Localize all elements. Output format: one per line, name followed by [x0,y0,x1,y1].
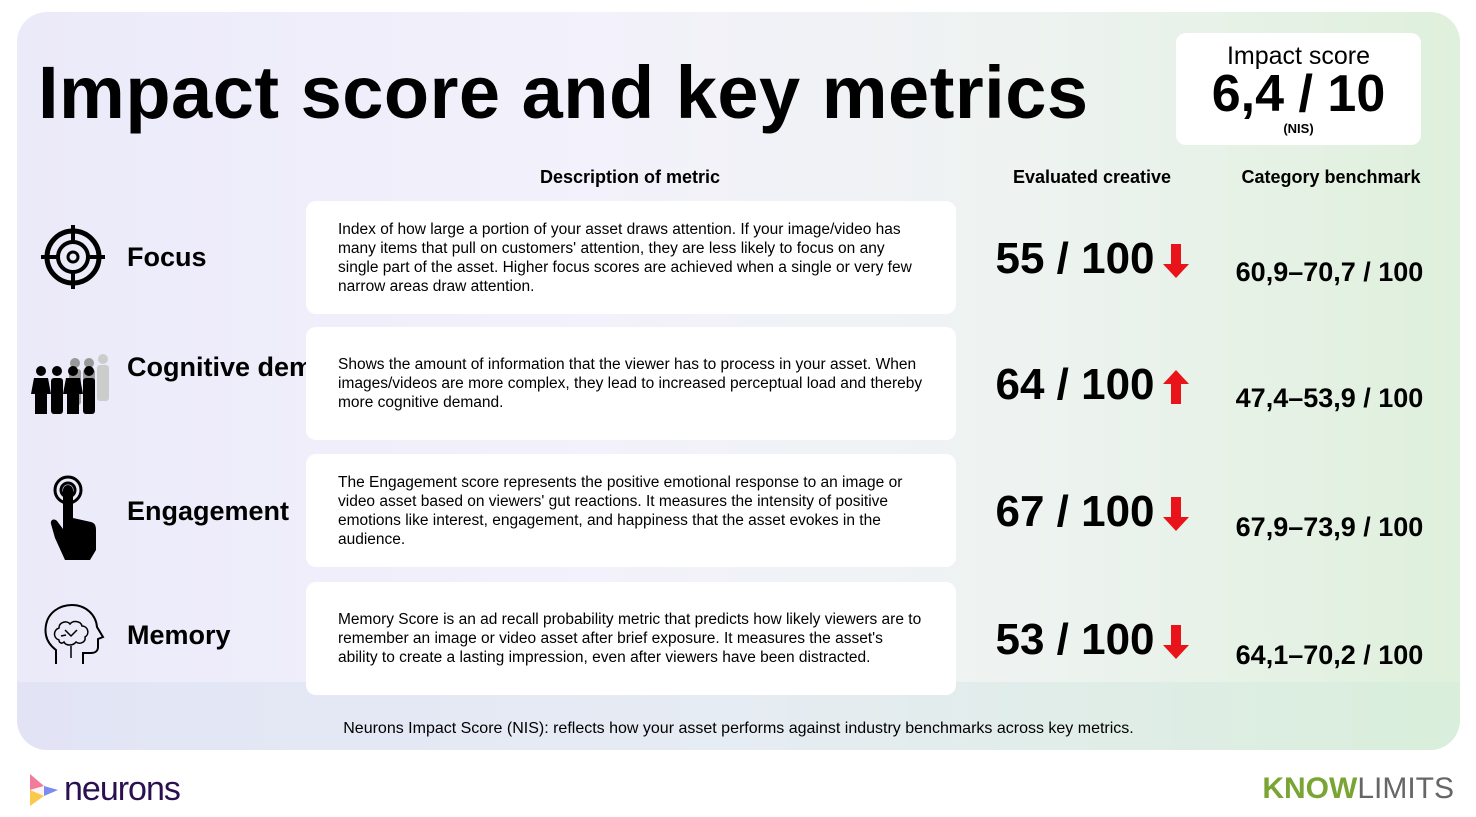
metric-benchmark: 60,9–70,7 / 100 [1235,257,1424,287]
metric-name: Memory [127,620,231,650]
impact-score-box: Impact score 6,4 / 10 (NIS) [1176,33,1421,145]
knowlimits-light: LIMITS [1357,772,1454,805]
arrow-down-icon [1162,244,1189,279]
brain-head-icon [44,603,105,664]
metric-description-text: Shows the amount of information that the… [338,356,923,411]
target-icon [41,225,105,289]
metric-score: 67 / 100 [977,487,1207,537]
metric-description-text: The Engagement score represents the posi… [338,473,903,548]
arrow-up-icon [1162,370,1189,405]
metric-description: Index of how large a portion of your ass… [306,201,956,314]
metric-score: 55 / 100 [977,234,1207,284]
metrics-card: Impact score and key metrics Impact scor… [17,12,1460,750]
arrow-down-icon [1162,625,1189,660]
touch-hand-icon [50,475,96,560]
page-title: Impact score and key metrics [38,51,1089,134]
metric-row-memory: Memory Memory Score is an ad recall prob… [17,582,1460,695]
metric-description-text: Index of how large a portion of your ass… [338,220,912,295]
metric-description: The Engagement score represents the posi… [306,454,956,567]
metric-benchmark: 47,4–53,9 / 100 [1235,383,1424,413]
metric-benchmark: 67,9–73,9 / 100 [1235,512,1424,542]
metric-score: 64 / 100 [977,360,1207,410]
metric-score: 53 / 100 [977,615,1207,665]
metric-score-value: 55 / 100 [995,234,1155,283]
knowlimits-logo: KNOW LIMITS [1262,772,1454,806]
metric-row-engagement: Engagement The Engagement score represen… [17,454,1460,567]
metric-row-focus: Focus Index of how large a portion of yo… [17,201,1460,314]
metric-score-value: 53 / 100 [995,615,1155,664]
crowd-icon [31,354,109,414]
header-benchmark: Category benchmark [1241,167,1421,187]
neurons-logo-mark-icon [30,773,58,806]
header-description: Description of metric [539,167,721,187]
impact-score-abbr: (NIS) [1283,121,1314,136]
impact-score-label: Impact score [1226,42,1371,70]
header-evaluated: Evaluated creative [1012,167,1172,187]
metric-description-text: Memory Score is an ad recall probability… [338,611,922,666]
metric-benchmark: 64,1–70,2 / 100 [1235,640,1424,670]
neurons-logo-text: neurons [64,770,181,808]
knowlimits-bold: KNOW [1262,772,1358,805]
neurons-logo: neurons [28,770,181,809]
metric-score-value: 64 / 100 [995,360,1155,409]
metric-description: Memory Score is an ad recall probability… [306,582,956,695]
metric-row-cognitive-demand: Cognitive demand Shows the amount of inf… [17,327,1460,440]
arrow-down-icon [1162,497,1189,532]
metric-score-value: 67 / 100 [995,487,1155,536]
impact-score-value: 6,4 / 10 [1211,65,1386,123]
metric-name: Focus [127,242,207,272]
metric-description: Shows the amount of information that the… [306,327,956,440]
footnote: Neurons Impact Score (NIS): reflects how… [343,720,1134,737]
metric-name: Engagement [127,496,290,526]
